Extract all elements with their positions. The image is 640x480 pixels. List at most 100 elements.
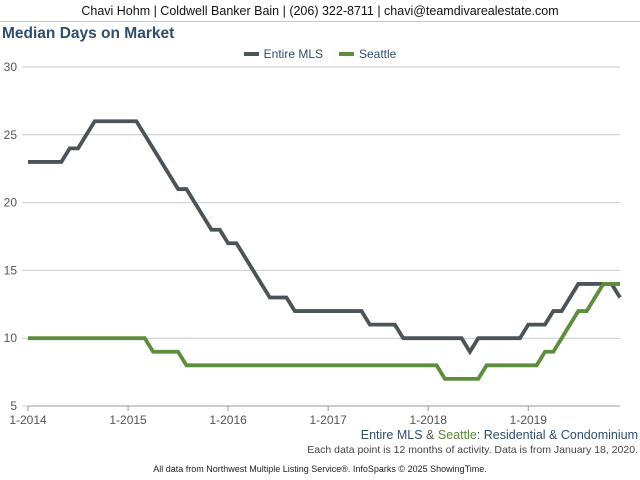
data-point-entire-mls: [535, 323, 538, 326]
data-point-seattle: [127, 337, 130, 340]
data-point-seattle: [77, 337, 80, 340]
data-point-entire-mls: [210, 228, 213, 231]
data-point-entire-mls: [27, 160, 30, 163]
series-line-seattle: [28, 282, 620, 381]
data-point-seattle: [510, 364, 513, 367]
contact-header: Chavi Hohm | Coldwell Banker Bain | (206…: [0, 0, 640, 22]
data-point-entire-mls: [393, 323, 396, 326]
data-point-seattle: [418, 364, 421, 367]
data-point-entire-mls: [502, 337, 505, 340]
data-point-entire-mls: [468, 350, 471, 353]
data-point-seattle: [352, 364, 355, 367]
data-point-seattle: [227, 364, 230, 367]
data-point-seattle: [377, 364, 380, 367]
data-point-seattle: [252, 364, 255, 367]
data-point-seattle: [243, 364, 246, 367]
data-point-entire-mls: [277, 296, 280, 299]
data-point-entire-mls: [52, 160, 55, 163]
data-point-entire-mls: [427, 337, 430, 340]
data-point-seattle: [518, 364, 521, 367]
data-point-seattle: [235, 364, 238, 367]
data-point-seattle: [468, 377, 471, 380]
data-point-seattle: [343, 364, 346, 367]
data-point-entire-mls: [327, 310, 330, 313]
data-point-entire-mls: [435, 337, 438, 340]
data-point-entire-mls: [43, 160, 46, 163]
data-point-entire-mls: [152, 147, 155, 150]
data-point-seattle: [610, 282, 613, 285]
data-point-seattle: [593, 296, 596, 299]
data-point-entire-mls: [268, 296, 271, 299]
data-point-seattle: [118, 337, 121, 340]
data-point-entire-mls: [118, 120, 121, 123]
subtitle-part-seattle: Seattle: [437, 428, 477, 442]
data-point-entire-mls: [410, 337, 413, 340]
x-tick-label: 1-2019: [510, 413, 548, 427]
data-point-entire-mls: [202, 215, 205, 218]
chart-legend: Entire MLS Seattle: [0, 45, 640, 63]
data-point-entire-mls: [377, 323, 380, 326]
chart-subtitle: Entire MLS & Seattle: Residential & Cond…: [361, 428, 638, 442]
data-point-seattle: [477, 377, 480, 380]
data-point-entire-mls: [285, 296, 288, 299]
data-point-seattle: [368, 364, 371, 367]
data-point-entire-mls: [352, 310, 355, 313]
data-point-entire-mls: [443, 337, 446, 340]
data-point-entire-mls: [310, 310, 313, 313]
data-point-seattle: [193, 364, 196, 367]
data-point-entire-mls: [135, 120, 138, 123]
y-tick-label: 15: [4, 263, 18, 277]
y-tick-label: 25: [4, 128, 18, 142]
data-point-seattle: [318, 364, 321, 367]
data-point-entire-mls: [227, 242, 230, 245]
data-point-entire-mls: [510, 337, 513, 340]
data-point-entire-mls: [185, 188, 188, 191]
data-point-seattle: [35, 337, 38, 340]
data-point-seattle: [502, 364, 505, 367]
data-point-seattle: [185, 364, 188, 367]
data-point-entire-mls: [560, 310, 563, 313]
data-point-seattle: [402, 364, 405, 367]
data-point-entire-mls: [552, 310, 555, 313]
data-point-entire-mls: [293, 310, 296, 313]
data-point-entire-mls: [452, 337, 455, 340]
legend-item-entire-mls[interactable]: Entire MLS: [243, 47, 323, 61]
data-point-seattle: [577, 310, 580, 313]
data-point-entire-mls: [235, 242, 238, 245]
data-point-seattle: [135, 337, 138, 340]
x-tick-label: 1-2015: [109, 413, 147, 427]
data-point-entire-mls: [343, 310, 346, 313]
data-point-entire-mls: [460, 337, 463, 340]
data-point-entire-mls: [60, 160, 63, 163]
data-point-entire-mls: [252, 269, 255, 272]
data-point-entire-mls: [218, 228, 221, 231]
y-tick-label: 30: [4, 60, 18, 74]
series-line-entire-mls: [28, 119, 622, 356]
data-point-seattle: [52, 337, 55, 340]
data-point-seattle: [552, 350, 555, 353]
data-point-entire-mls: [168, 174, 171, 177]
data-point-entire-mls: [518, 337, 521, 340]
legend-item-seattle[interactable]: Seattle: [339, 47, 396, 61]
data-point-seattle: [268, 364, 271, 367]
data-point-seattle: [460, 377, 463, 380]
data-point-seattle: [335, 364, 338, 367]
data-point-entire-mls: [143, 133, 146, 136]
data-point-seattle: [285, 364, 288, 367]
data-point-seattle: [327, 364, 330, 367]
data-point-entire-mls: [619, 296, 622, 299]
data-point-entire-mls: [527, 323, 530, 326]
data-point-entire-mls: [160, 160, 163, 163]
data-point-seattle: [152, 350, 155, 353]
data-point-entire-mls: [368, 323, 371, 326]
data-point-seattle: [102, 337, 105, 340]
data-point-entire-mls: [110, 120, 113, 123]
data-point-entire-mls: [360, 310, 363, 313]
y-tick-label: 10: [4, 331, 18, 345]
data-point-seattle: [93, 337, 96, 340]
data-point-seattle: [485, 364, 488, 367]
data-source: All data from Northwest Multiple Listing…: [153, 464, 487, 474]
data-point-entire-mls: [302, 310, 305, 313]
data-point-entire-mls: [85, 133, 88, 136]
